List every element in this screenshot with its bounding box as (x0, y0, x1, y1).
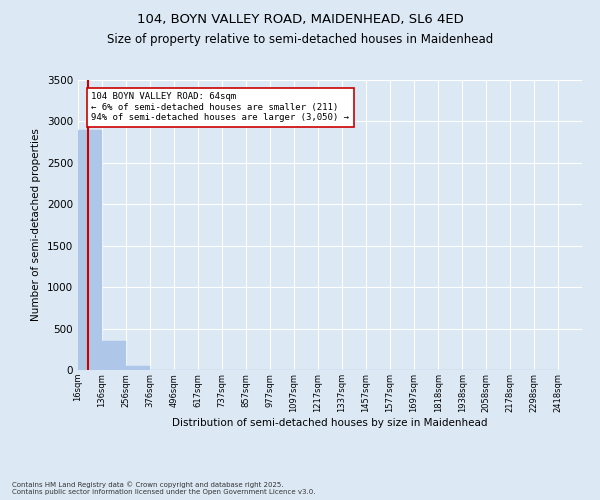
Text: 104, BOYN VALLEY ROAD, MAIDENHEAD, SL6 4ED: 104, BOYN VALLEY ROAD, MAIDENHEAD, SL6 4… (137, 12, 463, 26)
Text: Size of property relative to semi-detached houses in Maidenhead: Size of property relative to semi-detach… (107, 32, 493, 46)
Y-axis label: Number of semi-detached properties: Number of semi-detached properties (31, 128, 41, 322)
Bar (126, 366, 150, 370)
Text: Contains HM Land Registry data © Crown copyright and database right 2025.
Contai: Contains HM Land Registry data © Crown c… (12, 482, 316, 495)
X-axis label: Distribution of semi-detached houses by size in Maidenhead: Distribution of semi-detached houses by … (172, 418, 488, 428)
Bar (102, 341, 126, 370)
Text: 104 BOYN VALLEY ROAD: 64sqm
← 6% of semi-detached houses are smaller (211)
94% o: 104 BOYN VALLEY ROAD: 64sqm ← 6% of semi… (91, 92, 349, 122)
Bar (78, 130, 102, 370)
